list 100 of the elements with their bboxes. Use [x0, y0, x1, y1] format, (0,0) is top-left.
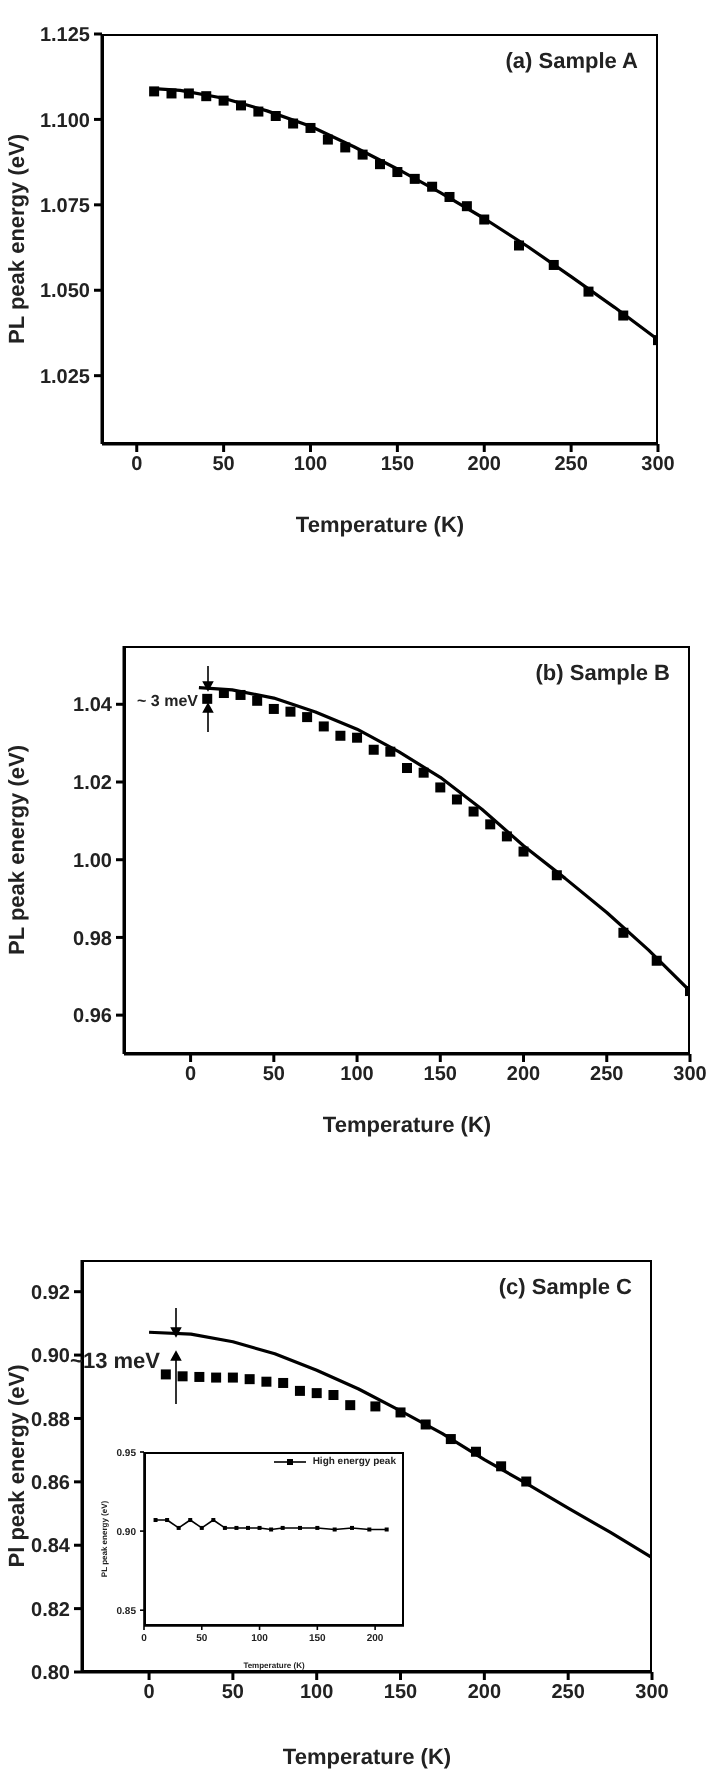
x-tick-label: 250 [554, 454, 589, 477]
point [253, 106, 264, 117]
x-tick-label: 250 [590, 1064, 625, 1087]
point [166, 88, 177, 99]
x-axis-title: Temperature (K) [322, 1114, 492, 1138]
point [521, 1476, 532, 1487]
x-tick-label: 250 [551, 1682, 586, 1705]
point [268, 703, 279, 714]
point [485, 819, 496, 830]
point [518, 846, 529, 857]
point [235, 689, 246, 700]
y-tick-label: 0.90 [31, 1346, 71, 1369]
point [311, 1388, 322, 1399]
x-tick-label: 300 [635, 1682, 670, 1705]
text: (c) Sample C [498, 1276, 632, 1300]
y-tick-label: 1.04 [73, 695, 113, 718]
y-tick-label: 0.88 [31, 1409, 71, 1432]
point [548, 259, 559, 270]
x-tick-label: 50 [212, 454, 236, 477]
x-tick-label: 150 [423, 1064, 458, 1087]
point [385, 746, 396, 757]
x-tick-label: 150 [383, 1682, 419, 1705]
y-tick-label: 1.050 [39, 281, 91, 304]
point [318, 721, 329, 732]
point [202, 693, 213, 704]
x-tick-label: 100 [300, 1682, 335, 1705]
point [395, 1407, 406, 1418]
y-tick-label: 1.100 [39, 110, 91, 133]
y-tick-label: 1.00 [73, 850, 113, 873]
point [177, 1371, 188, 1382]
y-tick-label: 0.84 [31, 1536, 71, 1559]
point [479, 214, 490, 225]
y-tick-label: 0.82 [31, 1599, 71, 1622]
point [149, 86, 160, 97]
point [357, 149, 368, 160]
y-tick-label: 1.075 [39, 195, 91, 218]
point [427, 181, 438, 192]
point [335, 730, 346, 741]
y-tick-label: 0.80 [31, 1663, 71, 1686]
point [244, 1374, 255, 1385]
point [236, 100, 246, 111]
y-axis-title: Pl peak energy (eV) [5, 1363, 30, 1568]
point [468, 806, 479, 817]
x-tick-label: 50 [221, 1682, 245, 1705]
y-tick-label: 0.98 [73, 928, 113, 951]
text: (a) Sample A [505, 50, 638, 74]
point [392, 167, 403, 178]
point [194, 1371, 205, 1382]
point [211, 1372, 222, 1383]
point [302, 712, 313, 723]
point [618, 310, 629, 321]
x-tick-label: 200 [467, 454, 502, 477]
x-tick-label: 0 [185, 1064, 198, 1087]
point [252, 695, 263, 706]
point [345, 1400, 356, 1411]
x-tick-label: 0 [131, 454, 144, 477]
y-tick-label: 1.025 [39, 366, 91, 389]
point [435, 782, 446, 793]
x-tick-label: 200 [506, 1064, 542, 1087]
point [402, 763, 412, 774]
x-tick-label: 100 [293, 454, 329, 477]
point [375, 159, 385, 170]
point [227, 1372, 238, 1383]
point [444, 191, 455, 202]
x-tick-label: 0 [143, 1682, 156, 1705]
point [160, 1369, 171, 1380]
text: (b) Sample B [535, 662, 670, 686]
point [501, 831, 512, 842]
point [368, 744, 379, 755]
y-tick-label: 0.92 [31, 1282, 71, 1305]
point [451, 794, 462, 805]
point [288, 118, 299, 129]
point [352, 732, 363, 743]
point [496, 1461, 507, 1472]
x-tick-label: 150 [380, 454, 415, 477]
point [409, 173, 420, 184]
annotation: ~ 3 meV [137, 692, 200, 710]
point [651, 955, 662, 966]
point [183, 88, 194, 99]
point [551, 870, 562, 881]
point [201, 91, 212, 102]
point [218, 95, 229, 106]
point [340, 142, 351, 153]
point [445, 1434, 456, 1445]
point [470, 1446, 481, 1457]
point [461, 201, 472, 212]
x-tick-label: 200 [467, 1682, 502, 1705]
point [370, 1401, 381, 1412]
y-tick-label: 0.96 [73, 1006, 113, 1029]
x-axis-title: Temperature (K) [295, 514, 465, 538]
point [328, 1390, 339, 1401]
y-tick-label: 1.125 [39, 25, 91, 48]
x-tick-label: 50 [262, 1064, 286, 1087]
y-tick-label: 1.02 [73, 773, 113, 796]
x-tick-label: 300 [673, 1064, 708, 1087]
point [294, 1385, 305, 1396]
x-axis-title: Temperature (K) [282, 1746, 452, 1770]
point [305, 122, 316, 133]
point [618, 927, 629, 938]
y-axis-title: PL peak energy (eV) [5, 133, 30, 344]
